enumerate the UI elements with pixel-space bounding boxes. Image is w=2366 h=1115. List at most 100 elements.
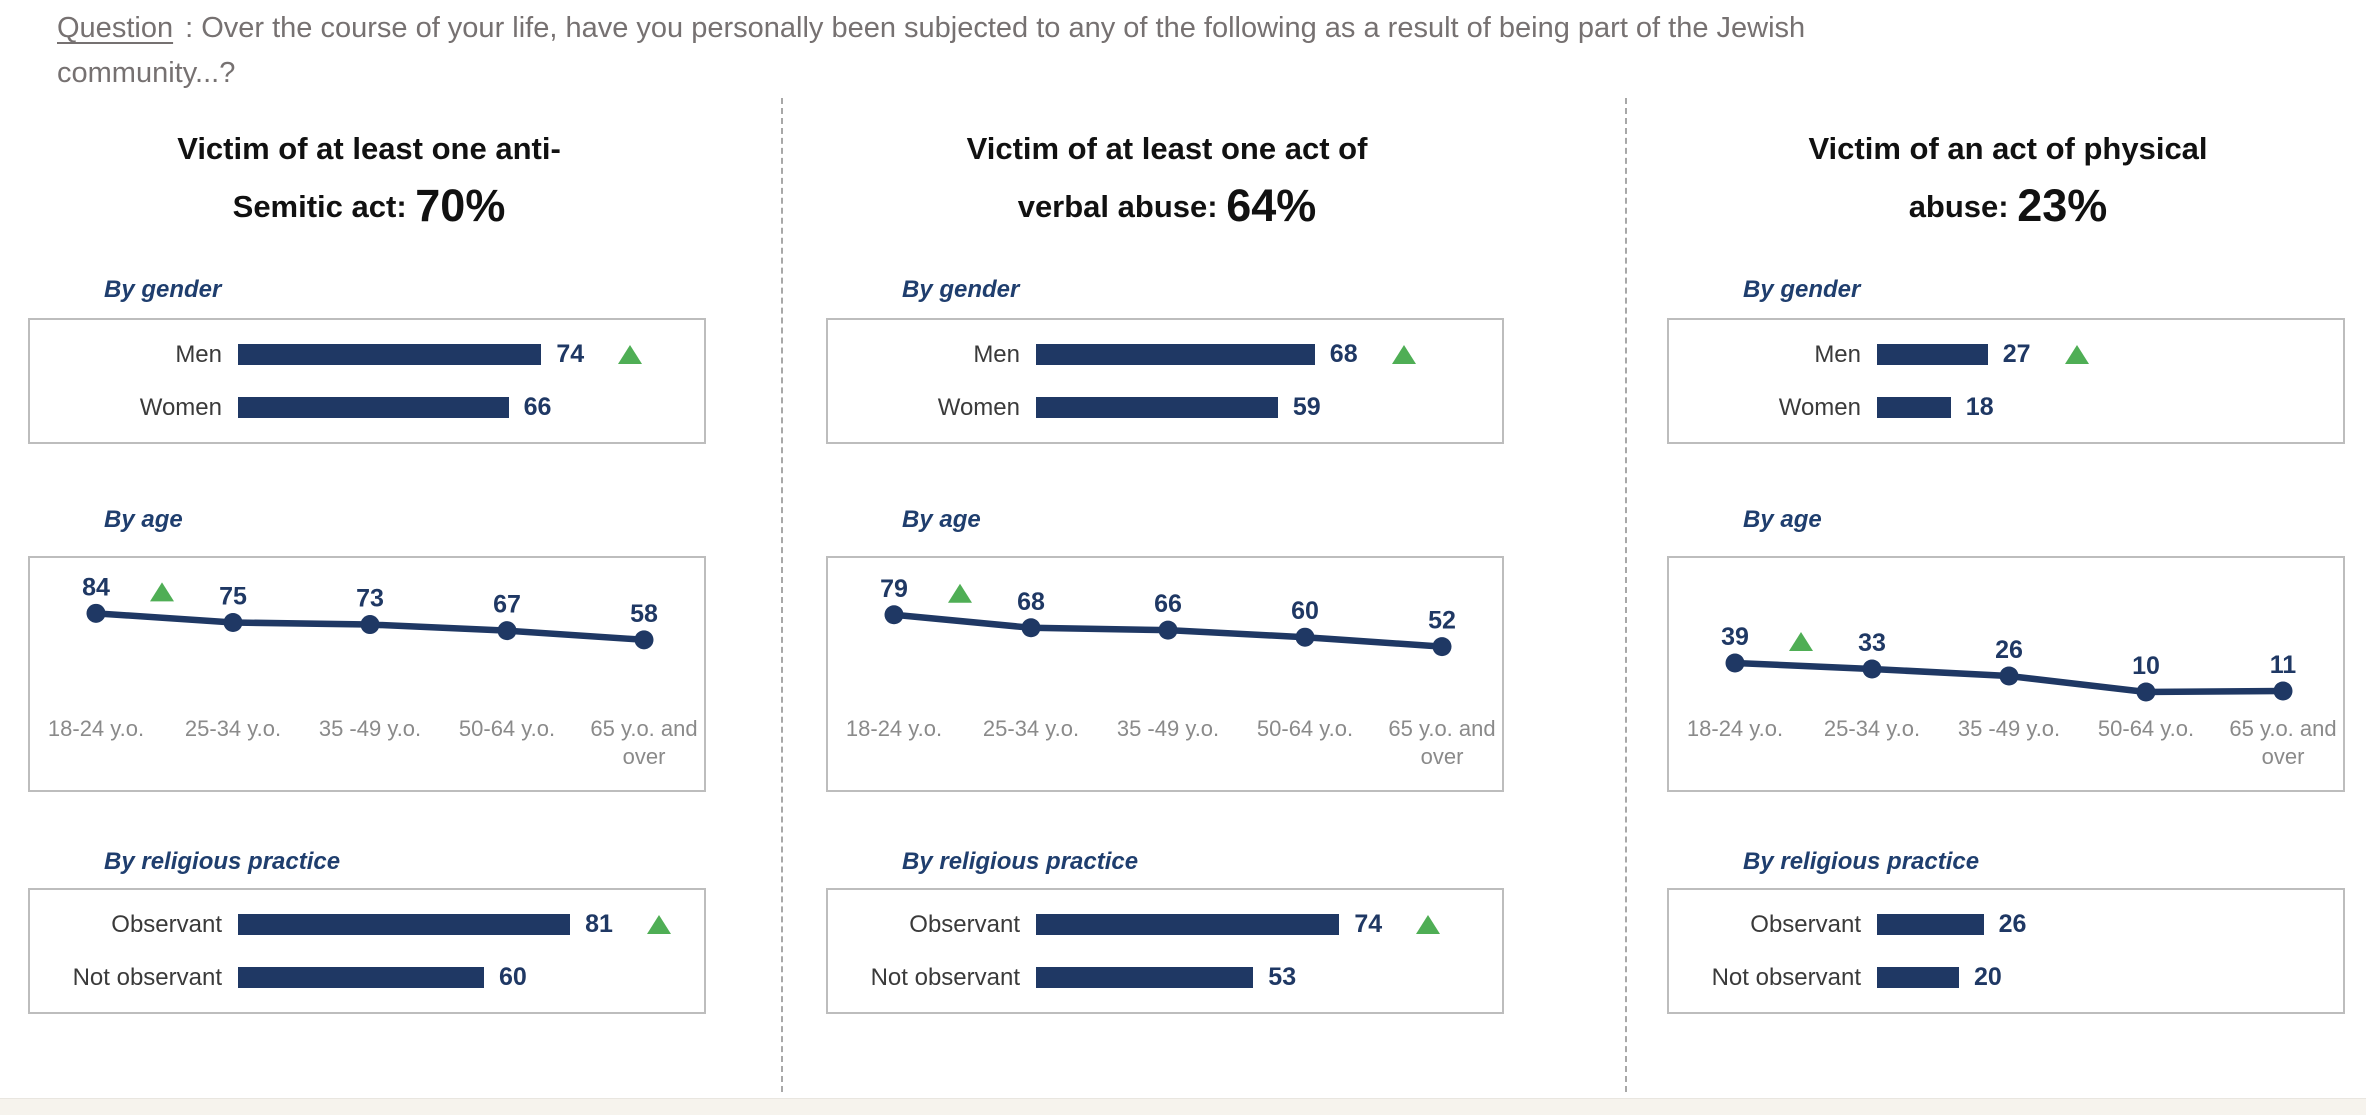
- bar-value-label: 74: [556, 340, 585, 368]
- bar-value-label: 81: [585, 910, 613, 938]
- section-heading-by-religious-practice: By religious practice: [104, 848, 341, 875]
- bar-category-label: Women: [1778, 393, 1861, 421]
- data-point: [884, 605, 904, 625]
- point-value-label: 11: [2270, 651, 2297, 679]
- data-point: [634, 630, 654, 650]
- religion-chart-box: Observant 81 Not observant 60: [28, 888, 706, 1014]
- bar: [238, 344, 542, 365]
- bar-category-label: Not observant: [870, 963, 1020, 991]
- point-value-label: 79: [880, 575, 908, 603]
- bar: [1877, 967, 1959, 988]
- point-value-label: 67: [493, 591, 521, 619]
- bar: [1036, 914, 1340, 935]
- section-heading-by-age: By age: [104, 506, 183, 533]
- panel-title-percent: 23%: [2017, 180, 2108, 231]
- data-point: [360, 615, 380, 635]
- age-line-chart: 39 18-24 y.o. 33 25-34 y.o. 26 35 -49 y.o. 10 5…: [1687, 623, 2337, 769]
- bar-value-label: 27: [2002, 340, 2031, 368]
- point-value-label: 60: [1291, 597, 1319, 625]
- age-tick-label: 25-34 y.o.: [185, 716, 281, 741]
- panel-title-line2: Semitic act: 70%: [232, 180, 506, 231]
- gender-chart-box: Men 68 Women 59: [826, 318, 1504, 444]
- panel-title-line1: Victim of an act of physical: [1808, 131, 2208, 166]
- data-point: [1862, 659, 1882, 679]
- bar-value-label: 74: [1354, 910, 1383, 938]
- bar-value-label: 60: [499, 963, 527, 991]
- data-point: [1021, 618, 1041, 638]
- data-point: [1295, 627, 1315, 647]
- data-point: [1725, 653, 1745, 673]
- up-triangle-icon: [2064, 345, 2089, 364]
- column-divider: [781, 98, 783, 1092]
- section-heading-by-age: By age: [1743, 506, 1822, 533]
- bar-row: Women 59: [828, 393, 1502, 421]
- section-heading-by-gender: By gender: [902, 276, 1020, 303]
- age-tick-label: 50-64 y.o.: [2098, 716, 2194, 741]
- panel-title-percent: 64%: [1226, 180, 1317, 231]
- bar-category-label: Not observant: [72, 963, 222, 991]
- age-tick-label: 50-64 y.o.: [1257, 716, 1353, 741]
- bar-row: Men 74: [30, 340, 704, 368]
- gender-chart-box: Men 74 Women 66: [28, 318, 706, 444]
- point-value-label: 33: [1858, 629, 1886, 657]
- bar: [238, 914, 571, 935]
- age-line-chart: 84 18-24 y.o. 75 25-34 y.o. 73 35 -49 y.o. 67 5…: [48, 573, 698, 769]
- bar-row: Not observant 53: [828, 963, 1502, 991]
- age-tick-label: over: [623, 744, 666, 769]
- panel-title: Victim of at least one anti- Semitic act…: [28, 120, 710, 235]
- panel-title: Victim of at least one act of verbal abu…: [826, 120, 1508, 235]
- bar-value-label: 66: [523, 393, 552, 421]
- section-heading-by-gender: By gender: [1743, 276, 1861, 303]
- bar: [1877, 344, 1988, 365]
- age-tick-label: 25-34 y.o.: [1824, 716, 1920, 741]
- bar: [1036, 397, 1278, 418]
- bar-row: Observant 81: [30, 910, 704, 938]
- bar-category-label: Women: [139, 393, 222, 421]
- bar: [1877, 397, 1951, 418]
- up-triangle-icon: [150, 582, 174, 602]
- bar-value-label: 68: [1329, 340, 1358, 368]
- panel-title: Victim of an act of physical abuse: 23%: [1667, 120, 2349, 235]
- up-triangle-icon: [1416, 915, 1441, 934]
- age-tick-label: 18-24 y.o.: [48, 716, 144, 741]
- bar-row: Women 66: [30, 393, 704, 421]
- section-heading-by-religious-practice: By religious practice: [1743, 848, 1980, 875]
- bar-category-label: Observant: [111, 910, 222, 938]
- bar-category-label: Men: [175, 340, 222, 368]
- point-value-label: 75: [219, 583, 247, 611]
- bar-row: Not observant 60: [30, 963, 704, 991]
- panel-anti-semitic-act: Victim of at least one anti- Semitic act…: [28, 0, 710, 1114]
- age-tick-label: 25-34 y.o.: [983, 716, 1079, 741]
- bar-category-label: Women: [937, 393, 1020, 421]
- question-label: Question: [57, 12, 174, 44]
- up-triangle-icon: [1391, 345, 1416, 364]
- age-tick-label: over: [1421, 744, 1464, 769]
- data-point: [223, 613, 243, 632]
- gender-chart-box: Men 27 Women 18: [1667, 318, 2345, 444]
- bar: [1036, 344, 1315, 365]
- data-point: [86, 603, 106, 623]
- age-chart-box: 79 18-24 y.o. 68 25-34 y.o. 66 35 -49 y.o. 60 5…: [826, 556, 1504, 792]
- age-chart-box: 39 18-24 y.o. 33 25-34 y.o. 26 35 -49 y.o. 10 5…: [1667, 556, 2345, 792]
- slide-bottom-edge: [0, 1098, 2366, 1115]
- age-tick-label: 18-24 y.o.: [1687, 716, 1783, 741]
- religion-chart-box: Observant 74 Not observant 53: [826, 888, 1504, 1014]
- section-heading-by-age: By age: [902, 506, 981, 533]
- age-tick-label: 35 -49 y.o.: [1117, 716, 1219, 741]
- up-triangle-icon: [618, 345, 643, 364]
- bar-category-label: Observant: [909, 910, 1020, 938]
- section-heading-by-religious-practice: By religious practice: [902, 848, 1139, 875]
- bar-row: Observant 74: [828, 910, 1502, 938]
- age-tick-label: 65 y.o. and: [590, 716, 697, 741]
- bar: [238, 967, 484, 988]
- data-point: [2273, 681, 2293, 701]
- up-triangle-icon: [646, 915, 671, 934]
- question-header: Question: Over the course of your life, …: [57, 6, 1847, 96]
- age-chart-box: 84 18-24 y.o. 75 25-34 y.o. 73 35 -49 y.o. 67 5…: [28, 556, 706, 792]
- bar: [238, 397, 509, 418]
- point-value-label: 52: [1428, 607, 1456, 635]
- age-line-chart: 79 18-24 y.o. 68 25-34 y.o. 66 35 -49 y.o. 60 5…: [846, 575, 1496, 769]
- up-triangle-icon: [948, 583, 972, 603]
- bar-row: Observant 26: [1669, 910, 2343, 938]
- panel-title-line1: Victim of at least one act of: [966, 131, 1368, 166]
